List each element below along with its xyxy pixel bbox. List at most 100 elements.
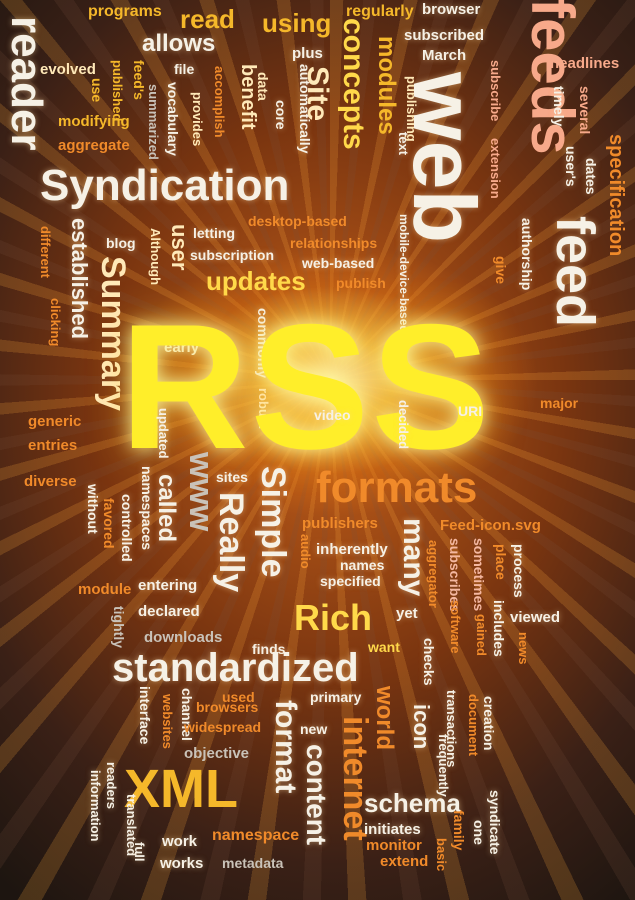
word-entering: entering: [138, 577, 198, 594]
word-uri: URI: [458, 403, 483, 419]
word-controlled: controlled: [119, 494, 135, 562]
word-finds: finds: [252, 641, 286, 657]
word-timely: timely: [551, 86, 567, 127]
word-initiates: initiates: [364, 821, 421, 838]
word-declared: declared: [138, 603, 200, 620]
word-family: family: [451, 810, 467, 851]
word-document: document: [466, 694, 481, 757]
word-extension: extension: [488, 138, 503, 199]
word-gained: gained: [474, 614, 489, 656]
word-names: names: [340, 557, 385, 573]
word-decided: decided: [396, 400, 411, 450]
word-reader: reader: [2, 16, 51, 151]
word-programs: programs: [88, 3, 162, 20]
word-world: world: [371, 686, 398, 750]
word-browser: browser: [422, 1, 481, 18]
word-content: content: [301, 744, 332, 846]
word-give: give: [493, 256, 509, 285]
word-full: full: [132, 842, 147, 862]
word-subscription: subscription: [190, 247, 275, 263]
word-works: works: [160, 855, 204, 872]
word-metadata: metadata: [222, 855, 284, 871]
word-schema: schema: [364, 788, 461, 818]
word-sites: sites: [216, 469, 248, 485]
word-specification: specification: [605, 134, 627, 257]
word-generic: generic: [28, 413, 82, 430]
word-really: Really: [212, 492, 250, 593]
word-viewed: viewed: [510, 609, 561, 626]
word-read: read: [180, 4, 235, 34]
word-summarized: summarized: [146, 84, 161, 160]
word-web: web: [395, 72, 494, 244]
word-xml: XML: [124, 759, 238, 819]
word-publishers: publishers: [302, 515, 378, 532]
word-aggregate: aggregate: [58, 137, 130, 154]
word-data: data: [255, 72, 271, 101]
word-major: major: [540, 395, 579, 411]
word-news: news: [516, 632, 531, 665]
word-syndication: Syndication: [40, 161, 290, 210]
word-without: without: [85, 484, 101, 534]
word-sometimes: sometimes: [471, 538, 487, 612]
word-letting: letting: [193, 225, 235, 241]
rss-title: RSS: [120, 287, 492, 486]
word-desktop-based: desktop-based: [248, 213, 347, 229]
word-web-based: web-based: [302, 255, 375, 271]
word-updated: updated: [156, 408, 171, 459]
word-users: user's: [563, 146, 579, 187]
word-downloads: downloads: [144, 629, 223, 646]
word-updates: updates: [206, 266, 306, 296]
word-aggregator: aggregator: [426, 540, 441, 608]
word-subscribed: subscribed: [404, 27, 485, 44]
word-namespaces: namespaces: [139, 466, 155, 551]
word-allows: allows: [142, 30, 216, 57]
word-clicking: clicking: [48, 298, 63, 347]
word-want: want: [368, 639, 400, 655]
word-inherently: inherently: [316, 541, 388, 558]
word-feed-icon: Feed-icon.svg: [440, 517, 541, 534]
word-formats: formats: [316, 463, 478, 512]
word-software: software: [448, 600, 463, 654]
word-feed: feed: [545, 216, 605, 328]
word-process: process: [511, 544, 527, 598]
word-objective: objective: [184, 745, 250, 762]
word-march: March: [422, 47, 467, 64]
word-early: early: [164, 339, 200, 356]
word-using: using: [262, 8, 332, 38]
word-several: several: [577, 86, 593, 135]
word-many: many: [397, 518, 430, 597]
word-extend: extend: [380, 853, 429, 870]
word-websites: websites: [160, 694, 175, 749]
word-rich: Rich: [294, 597, 373, 638]
word-primary: primary: [310, 689, 362, 705]
word-feeds-poss: feed's: [131, 60, 147, 100]
word-yet: yet: [396, 605, 418, 622]
word-established: established: [67, 218, 92, 340]
word-diverse: diverse: [24, 473, 77, 490]
word-core: core: [273, 100, 289, 130]
word-work: work: [162, 833, 198, 850]
word-audio: audio: [298, 534, 313, 569]
word-module: module: [78, 581, 132, 598]
word-different: different: [38, 226, 53, 278]
word-basic: basic: [434, 838, 449, 872]
word-tightly: tightly: [111, 606, 127, 648]
word-although: Although: [148, 228, 163, 286]
word-use: use: [89, 78, 105, 103]
word-vocabulary: vocabulary: [165, 82, 181, 156]
word-called: called: [153, 474, 180, 543]
word-provides: provides: [190, 92, 205, 147]
word-new: new: [300, 721, 328, 737]
word-video: video: [314, 407, 351, 423]
word-includes: includes: [491, 600, 507, 657]
word-place: place: [493, 544, 509, 580]
word-favored: favored: [101, 498, 117, 549]
word-evolved: evolved: [40, 61, 96, 78]
word-information: information: [88, 770, 103, 842]
word-concepts: concepts: [337, 18, 370, 150]
word-used: used: [222, 689, 255, 705]
word-dates: dates: [583, 158, 599, 195]
word-regularly: regularly: [346, 3, 414, 20]
word-creation: creation: [481, 696, 497, 751]
word-modifying: modifying: [58, 113, 130, 130]
